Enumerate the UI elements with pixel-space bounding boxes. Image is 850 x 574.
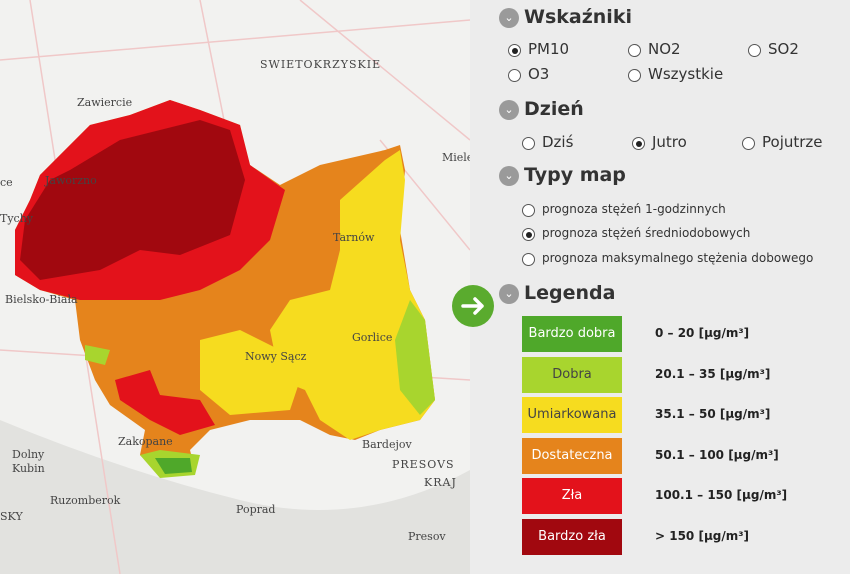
legend-swatch: Dostateczna — [522, 437, 622, 474]
radio-button[interactable] — [522, 253, 535, 266]
collapse-icon[interactable]: ⌄ — [499, 8, 519, 28]
radio-label[interactable]: Jutro — [652, 133, 687, 151]
terrain — [0, 420, 470, 574]
region-bardzo-dobra — [155, 458, 192, 474]
legend-swatch: Zła — [522, 478, 622, 514]
map-label: SWIETOKRZYSKIE — [260, 58, 381, 71]
section-title: Legenda — [524, 282, 616, 304]
radio-button[interactable] — [508, 44, 521, 57]
radio-button[interactable] — [628, 69, 641, 82]
region-umiarkowana — [270, 150, 435, 440]
collapse-icon[interactable]: ⌄ — [499, 166, 519, 186]
legend-swatch: Bardzo zła — [522, 518, 622, 555]
map-label: Bielsko-Biała — [5, 293, 78, 306]
map-label: Nowy Sącz — [245, 350, 307, 363]
map-label: Gorlice — [352, 331, 392, 344]
legend-range: 50.1 – 100 [µg/m³] — [655, 447, 779, 462]
legend-range: > 150 [µg/m³] — [655, 528, 749, 543]
region-dobra — [85, 345, 110, 365]
region-umiarkowana — [200, 330, 300, 415]
map-label: Bardejov — [362, 438, 412, 451]
region-zla — [115, 370, 215, 435]
region-dobra — [395, 300, 435, 415]
radio-button[interactable] — [748, 44, 761, 57]
radio-label[interactable]: NO2 — [648, 40, 681, 58]
radio-button[interactable] — [522, 137, 535, 150]
radio-button[interactable] — [742, 137, 755, 150]
map-label: Ruzomberok — [50, 494, 121, 507]
map-label: Dolny — [12, 448, 45, 461]
section-title: Wskaźniki — [524, 6, 632, 28]
radio-label[interactable]: prognoza stężeń średniodobowych — [542, 226, 751, 240]
map-label: Zawiercie — [77, 96, 132, 109]
map-label: Jaworzno — [44, 174, 97, 187]
radio-button[interactable] — [628, 44, 641, 57]
map-label: Mielec — [442, 151, 470, 164]
map-label: Zakopane — [118, 435, 173, 448]
radio-label[interactable]: PM10 — [528, 40, 570, 58]
radio-button[interactable] — [522, 228, 535, 241]
radio-label[interactable]: Wszystkie — [648, 65, 724, 83]
map-label: Poprad — [236, 503, 275, 516]
radio-label[interactable]: Pojutrze — [762, 133, 823, 151]
radio-button[interactable] — [632, 137, 645, 150]
section-title: Dzień — [524, 98, 584, 120]
radio-label[interactable]: SO2 — [768, 40, 799, 58]
collapse-icon[interactable]: ⌄ — [499, 284, 519, 304]
map-label: SKY — [0, 510, 23, 523]
map-label: Kubin — [12, 462, 45, 475]
radio-button[interactable] — [508, 69, 521, 82]
legend-swatch: Dobra — [522, 356, 622, 393]
legend-range: 20.1 – 35 [µg/m³] — [655, 366, 771, 381]
map: Zawiercie SWIETOKRZYSKIE Mielec Jaworzno… — [0, 0, 470, 574]
legend-range: 100.1 – 150 [µg/m³] — [655, 488, 788, 502]
map-label: KRAJ — [424, 476, 457, 489]
section-title: Typy map — [524, 164, 626, 186]
radio-label[interactable]: Dziś — [542, 133, 574, 151]
map-label: Presov — [408, 530, 446, 543]
legend-swatch: Bardzo dobra — [522, 316, 622, 352]
radio-label[interactable]: prognoza stężeń 1-godzinnych — [542, 202, 726, 216]
map-label: ce — [0, 176, 13, 189]
toggle-panel-button[interactable] — [451, 284, 495, 328]
map-label: Tarnów — [333, 231, 375, 244]
radio-button[interactable] — [522, 204, 535, 217]
legend-range: 0 – 20 [µg/m³] — [655, 326, 750, 340]
legend-range: 35.1 – 50 [µg/m³] — [655, 407, 771, 421]
legend-swatch: Umiarkowana — [522, 397, 622, 433]
region-bardzo-zla — [20, 120, 245, 280]
radio-label[interactable]: prognoza maksymalnego stężenia dobowego — [542, 251, 814, 265]
collapse-icon[interactable]: ⌄ — [499, 100, 519, 120]
map-label: Tychy — [0, 212, 34, 225]
side-panel: ⌄ Wskaźniki PM10 NO2 SO2 O3 Wszystkie ⌄ Dzień Dzi… — [470, 0, 850, 574]
radio-label[interactable]: O3 — [528, 65, 550, 83]
map-label: PRESOVS — [392, 458, 455, 471]
